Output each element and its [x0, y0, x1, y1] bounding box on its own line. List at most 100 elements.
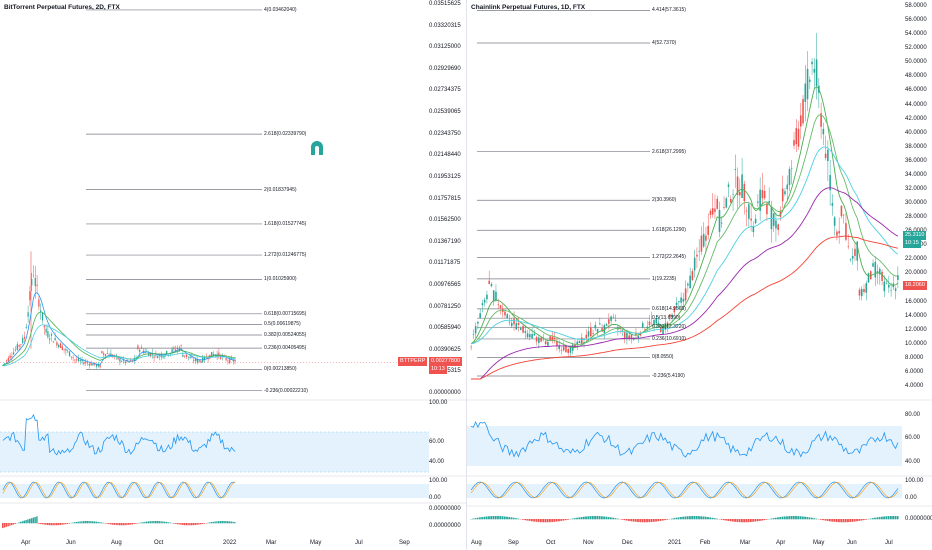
- right-chart-pane[interactable]: Chainlink Perpetual Futures, 1D, FTX 58.…: [467, 0, 932, 550]
- macd-bar: [167, 522, 170, 524]
- macd-bar: [485, 516, 488, 520]
- candle-body: [104, 354, 107, 357]
- macd-bar: [176, 523, 179, 525]
- macd-bar: [650, 519, 653, 523]
- macd-bar: [34, 517, 36, 524]
- macd-bar: [612, 517, 615, 520]
- candle-body: [207, 358, 209, 360]
- macd-bar: [173, 523, 175, 524]
- price-axis-label: 28.0000: [905, 214, 927, 221]
- candle-body: [813, 68, 816, 73]
- macd-bar: [573, 518, 576, 520]
- macd-bar: [792, 516, 795, 520]
- macd-bar: [101, 522, 103, 524]
- macd-bar: [865, 519, 867, 520]
- candle-body: [196, 359, 198, 363]
- fib-level-label: 2(30.3960): [652, 197, 677, 204]
- macd-bar: [499, 516, 502, 520]
- candle-body: [4, 363, 6, 364]
- macd-bar: [187, 523, 189, 526]
- candle-body: [128, 361, 130, 363]
- candle-body: [840, 205, 843, 217]
- candle-body: [576, 341, 579, 345]
- candle-body: [211, 352, 213, 357]
- macd-bar: [201, 523, 204, 524]
- macd-bar: [512, 517, 515, 520]
- candle-body: [45, 328, 47, 333]
- macd-bar: [191, 523, 193, 526]
- macd-bar: [553, 519, 556, 522]
- macd-bar: [896, 516, 899, 520]
- price-axis-label: 0.00781250: [429, 303, 461, 310]
- time-axis-label: Sep: [508, 540, 519, 546]
- candle-body: [687, 283, 689, 286]
- macd-bar: [12, 523, 15, 525]
- candle-body: [553, 337, 556, 339]
- macd-bar: [756, 519, 759, 522]
- fib-level-label: 2.618(37.2995): [652, 148, 686, 155]
- price-axis-label: 6.0000: [905, 368, 924, 375]
- macd-bar: [673, 518, 676, 520]
- fib-level-label: 0.618(14.9565): [652, 305, 686, 312]
- time-axis-label: Nov: [583, 540, 594, 546]
- candle-body: [153, 356, 155, 358]
- candle-body: [635, 332, 637, 335]
- price-axis-label: 0.03320315: [429, 22, 461, 29]
- macd-bar: [790, 516, 793, 520]
- ema-line-3: [471, 187, 899, 380]
- right-chart-canvas[interactable]: [467, 0, 932, 550]
- candle-body: [477, 321, 479, 324]
- macd-bar: [526, 519, 529, 521]
- candle-body: [621, 330, 624, 331]
- macd-bar: [131, 523, 134, 525]
- macd-bar: [885, 516, 888, 520]
- candle-body: [162, 356, 164, 358]
- candle-body: [799, 115, 802, 127]
- macd-bar: [41, 523, 44, 525]
- macd-bar: [558, 519, 560, 522]
- macd-bar: [628, 519, 630, 521]
- macd-bar: [212, 521, 215, 524]
- candle-body: [166, 351, 168, 354]
- candle-body: [666, 322, 669, 327]
- macd-bar: [129, 523, 132, 525]
- macd-bar: [230, 521, 233, 524]
- left-chart-canvas[interactable]: [0, 0, 466, 550]
- macd-bar: [801, 516, 804, 520]
- macd-bar: [657, 519, 660, 522]
- macd-bar: [535, 519, 538, 522]
- macd-bar: [795, 516, 797, 520]
- macd-bar: [824, 519, 827, 521]
- macd-bar: [684, 516, 687, 520]
- macd-bar: [707, 517, 709, 520]
- candle-body: [833, 217, 836, 226]
- price-axis-label: 48.0000: [905, 73, 927, 80]
- macd-bar: [813, 518, 816, 520]
- candle-body: [470, 346, 472, 348]
- macd-bar: [38, 523, 40, 524]
- macd-bar: [648, 519, 651, 523]
- rsi-band: [467, 426, 902, 466]
- candle-body: [574, 344, 576, 348]
- macd-bar: [135, 523, 137, 524]
- macd-bar: [3, 523, 6, 528]
- left-chart-pane[interactable]: BitTorrent Perpetual Futures, 2D, FTX 0.…: [0, 0, 467, 550]
- price-axis-label: 38.0000: [905, 143, 927, 150]
- ema-line-4: [471, 235, 898, 380]
- candle-body: [517, 322, 520, 326]
- candle-body: [648, 321, 651, 326]
- macd-bar: [218, 521, 220, 524]
- candle-body: [38, 299, 40, 307]
- candle-body: [827, 149, 829, 162]
- candle-body: [894, 288, 897, 291]
- macd-bar: [578, 517, 581, 520]
- macd-bar: [580, 517, 583, 520]
- macd-bar: [887, 516, 890, 520]
- macd-bar: [704, 516, 707, 520]
- macd-bar: [829, 519, 831, 522]
- candle-body: [108, 354, 110, 356]
- candle-body: [229, 358, 231, 364]
- candle-body: [716, 198, 719, 209]
- candle-body: [689, 275, 691, 289]
- macd-bar: [30, 518, 33, 524]
